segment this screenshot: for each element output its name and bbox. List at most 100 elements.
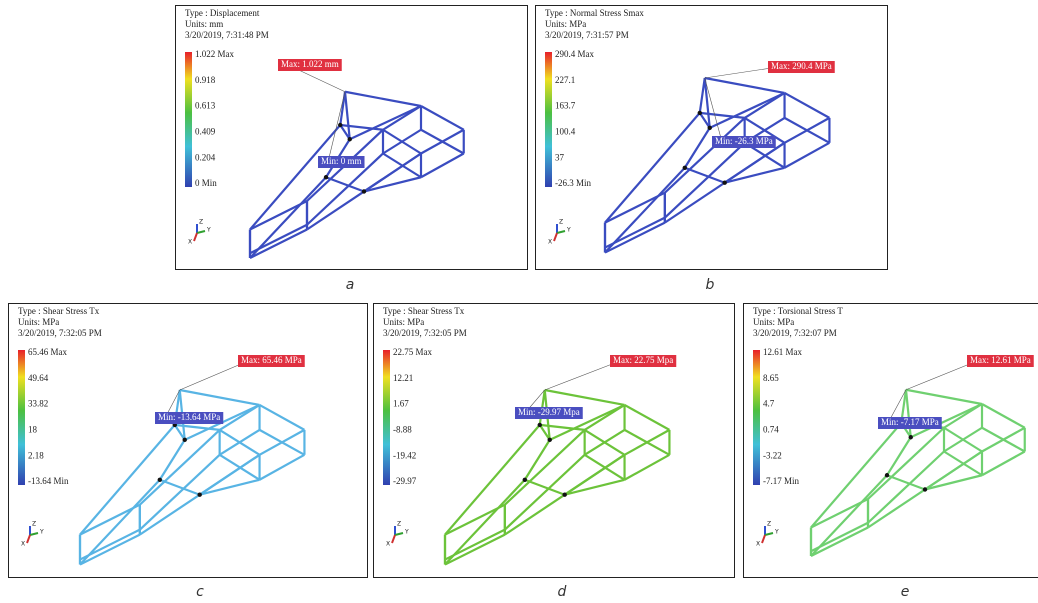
colorbar — [185, 52, 192, 187]
triad-label: X — [21, 541, 25, 548]
legend-label: 0.409 — [195, 126, 216, 136]
max-label: Max: 12.61 MPa — [970, 355, 1031, 365]
caption: b — [706, 277, 715, 293]
header-line: Type : Displacement — [185, 8, 260, 18]
triad-label: X — [548, 239, 552, 246]
panel: Type : Normal Stress SmaxUnits: MPa3/20/… — [536, 6, 888, 270]
header-line: 3/20/2019, 7:32:07 PM — [753, 328, 837, 338]
triad-label: Z — [767, 521, 771, 528]
min-label: Min: 0 mm — [321, 156, 362, 166]
node — [923, 487, 927, 491]
triad-label: Z — [32, 521, 36, 528]
triad-label: Y — [206, 227, 211, 234]
header-line: 3/20/2019, 7:32:05 PM — [18, 328, 102, 338]
node — [523, 478, 527, 482]
legend-label: 65.46 Max — [28, 347, 67, 357]
max-label: Max: 65.46 MPa — [241, 355, 302, 365]
node — [158, 478, 162, 482]
min-label: Min: -7.17 MPa — [881, 417, 939, 427]
node — [563, 493, 567, 497]
triad-label: Z — [199, 219, 203, 226]
header-line: 3/20/2019, 7:31:57 PM — [545, 30, 629, 40]
panel-border — [374, 304, 735, 578]
legend-label: -8.88 — [393, 424, 412, 434]
legend-label: 100.4 — [555, 126, 576, 136]
legend-label: -29.97 — [393, 476, 417, 486]
min-label: Min: -13.64 MPa — [158, 412, 220, 422]
legend-label: 33.82 — [28, 399, 48, 409]
panel: Type : DisplacementUnits: mm3/20/2019, 7… — [176, 6, 528, 270]
legend-label: 0.918 — [195, 75, 216, 85]
node — [183, 438, 187, 442]
node — [362, 189, 366, 193]
max-label: Max: 1.022 mm — [281, 59, 339, 69]
colorbar — [753, 350, 760, 485]
header-line: Units: MPa — [545, 19, 586, 29]
legend-label: 12.21 — [393, 373, 413, 383]
legend-label: 0.74 — [763, 424, 779, 434]
legend-label: -3.22 — [763, 450, 782, 460]
caption: d — [558, 584, 567, 600]
colorbar — [545, 52, 552, 187]
legend-label: 0 Min — [195, 178, 217, 188]
legend-label: 12.61 Max — [763, 347, 802, 357]
node — [348, 137, 352, 141]
caption: a — [346, 277, 355, 293]
triad-label: X — [188, 239, 192, 246]
max-label: Max: 290.4 MPa — [771, 61, 832, 71]
node — [198, 493, 202, 497]
triad-label: Y — [774, 529, 779, 536]
header-line: Units: MPa — [753, 317, 794, 327]
caption: c — [196, 584, 204, 600]
node — [708, 126, 712, 130]
header-line: 3/20/2019, 7:32:05 PM — [383, 328, 467, 338]
figure: Type : DisplacementUnits: mm3/20/2019, 7… — [0, 0, 1038, 603]
legend-label: -13.64 Min — [28, 476, 69, 486]
header-line: Type : Normal Stress Smax — [545, 8, 644, 18]
legend-label: 1.022 Max — [195, 49, 234, 59]
triad-label: Z — [397, 521, 401, 528]
panel-border — [9, 304, 368, 578]
legend-label: -26.3 Min — [555, 178, 592, 188]
header-line: Units: MPa — [18, 317, 59, 327]
triad-label: Y — [566, 227, 571, 234]
header-line: 3/20/2019, 7:31:48 PM — [185, 30, 269, 40]
legend-label: 163.7 — [555, 101, 576, 111]
triad-label: Y — [404, 529, 409, 536]
legend-label: -19.42 — [393, 450, 416, 460]
legend-label: 49.64 — [28, 373, 49, 383]
node — [885, 473, 889, 477]
node — [723, 181, 727, 185]
node — [324, 175, 328, 179]
node — [548, 438, 552, 442]
legend-label: 227.1 — [555, 75, 575, 85]
node — [909, 435, 913, 439]
triad-label: X — [756, 541, 760, 548]
caption: e — [901, 584, 910, 600]
triad-label: X — [386, 541, 390, 548]
panel-border — [744, 304, 1038, 578]
header-line: Type : Torsional Stress T — [753, 306, 843, 316]
legend-label: 8.65 — [763, 373, 779, 383]
legend-label: 22.75 Max — [393, 347, 432, 357]
header-line: Units: mm — [185, 19, 223, 29]
header-line: Type : Shear Stress Tx — [18, 306, 100, 316]
header-line: Type : Shear Stress Tx — [383, 306, 465, 316]
header-line: Units: MPa — [383, 317, 424, 327]
node — [538, 423, 542, 427]
node — [683, 166, 687, 170]
min-label: Min: -29.97 Mpa — [518, 407, 580, 417]
colorbar — [18, 350, 25, 485]
max-label: Max: 22.75 Mpa — [613, 355, 673, 365]
legend-label: 4.7 — [763, 399, 775, 409]
legend-label: 1.67 — [393, 399, 409, 409]
triad-label: Z — [559, 219, 563, 226]
legend-label: 290.4 Max — [555, 49, 594, 59]
legend-label: 18 — [28, 424, 38, 434]
colorbar — [383, 350, 390, 485]
node — [338, 123, 342, 127]
legend-label: 2.18 — [28, 450, 44, 460]
legend-label: 0.204 — [195, 152, 216, 162]
